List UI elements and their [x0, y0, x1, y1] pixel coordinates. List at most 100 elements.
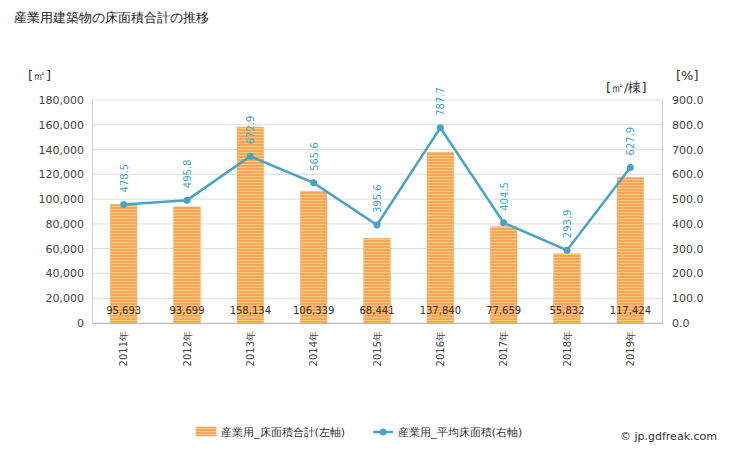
y2-tick-label: 900.0: [672, 94, 704, 107]
x-tick: 2012年: [182, 323, 193, 366]
bar: [237, 127, 264, 323]
y2-tick-label: 300.0: [672, 243, 704, 256]
bar-label: 137,840: [420, 305, 461, 316]
grid-line: [92, 149, 662, 150]
line-marker: [500, 219, 507, 226]
line-marker: [564, 247, 571, 254]
x-tick: 2016年: [435, 323, 446, 366]
line-marker: [310, 179, 317, 186]
y-tick: 20,000: [46, 292, 93, 305]
line-marker: [627, 164, 634, 171]
bar-label: 95,693: [106, 305, 141, 316]
line-label: 495.8: [182, 160, 193, 189]
x-axis: 2011年 2012年 2013年 2014年 2015年 2016年 2017年 2018年…: [93, 323, 663, 366]
y-tick: 80,000: [46, 218, 93, 231]
line-label: 395.6: [372, 184, 383, 213]
bar: [300, 191, 327, 323]
y-tick: 160,000: [39, 119, 93, 132]
y-tick-label: 120,000: [39, 168, 85, 181]
y-tick-label: 40,000: [46, 267, 85, 280]
bar: [427, 152, 454, 323]
x-axis-line: [93, 323, 663, 324]
y-axis: 0 20,000 40,000 60,000 80,000 100,000 120,000 1…: [39, 94, 93, 330]
y-tick-label: 20,000: [46, 292, 85, 305]
y2-tick-label: 800.0: [672, 119, 704, 132]
bar-label: 55,832: [550, 305, 585, 316]
bar-label: 106,339: [293, 305, 334, 316]
grid-line: [92, 124, 662, 125]
y2-tick: 600.0: [662, 168, 704, 181]
y2-tick: 200.0: [662, 267, 704, 280]
legend-label: 産業用_平均床面積(右軸): [398, 426, 522, 439]
y-tick-label: 0: [77, 317, 84, 330]
x-tick: 2011年: [118, 323, 129, 366]
y2-tick: 700.0: [662, 144, 704, 157]
x-tick-label: 2014年: [308, 331, 319, 366]
y2-tick-label: 0.0: [672, 317, 690, 330]
y2-tick: 900.0: [662, 94, 704, 107]
bar-label: 93,699: [170, 305, 205, 316]
line-label: 404.5: [499, 182, 510, 211]
bar: [617, 178, 644, 323]
y2-tick: 500.0: [662, 193, 704, 206]
y-tick-label: 100,000: [39, 193, 85, 206]
line-marker: [374, 221, 381, 228]
y2-tick: 400.0: [662, 218, 704, 231]
y2-tick: 300.0: [662, 243, 704, 256]
grid-line: [92, 100, 662, 101]
line-marker: [120, 201, 127, 208]
line: [124, 128, 631, 250]
y2-tick-label: 600.0: [672, 168, 704, 181]
y2-tick: 800.0: [662, 119, 704, 132]
y2-tick-label: 500.0: [672, 193, 704, 206]
bar-label: 158,134: [230, 305, 271, 316]
x-tick-label: 2015年: [372, 331, 383, 366]
y-axis-title: [㎡]: [28, 68, 51, 83]
y2-tick: 0.0: [662, 317, 690, 330]
y-tick: 120,000: [39, 168, 93, 181]
line-label: 627.9: [625, 127, 636, 156]
x-tick: 2013年: [245, 323, 256, 366]
bar-label: 77,659: [486, 305, 521, 316]
x-tick-label: 2012年: [182, 331, 193, 366]
x-tick-label: 2013年: [245, 331, 256, 366]
x-tick: 2014年: [308, 323, 319, 366]
y-tick-label: 60,000: [46, 243, 85, 256]
line-label: 787.7: [435, 87, 446, 116]
y2-tick: 100.0: [662, 292, 704, 305]
x-tick-label: 2016年: [435, 331, 446, 366]
x-tick: 2015年: [372, 323, 383, 366]
line-label: 478.5: [119, 164, 130, 193]
y-tick: 180,000: [39, 94, 93, 107]
y2-tick-label: 700.0: [672, 144, 704, 157]
y-tick-label: 140,000: [39, 144, 85, 157]
x-tick: 2019年: [625, 323, 636, 366]
x-tick-label: 2017年: [498, 331, 509, 366]
y-tick-label: 80,000: [46, 218, 85, 231]
y2-tick-label: 200.0: [672, 267, 704, 280]
y-tick: 140,000: [39, 144, 93, 157]
y2-tick-label: 400.0: [672, 218, 704, 231]
x-tick: 2017年: [498, 323, 509, 366]
legend: 産業用_床面積合計(左軸)産業用_平均床面積(右軸): [196, 426, 522, 439]
x-tick: 2018年: [562, 323, 573, 366]
y2-axis-unit: [%]: [676, 68, 699, 83]
y-tick: 60,000: [46, 243, 93, 256]
y-tick-label: 180,000: [39, 94, 85, 107]
plot-marks: [110, 124, 643, 323]
data-labels: 95,693 93,699 158,134 106,339 68,441 137,840 7…: [106, 87, 651, 316]
chart: 産業用建築物の床面積合計の推移020,00040,00060,00080,000…: [0, 0, 729, 450]
grid: [92, 100, 662, 323]
line-label: 672.9: [245, 116, 256, 145]
y-tick: 0: [77, 317, 92, 330]
bar-label: 117,424: [610, 305, 651, 316]
line-marker: [247, 153, 254, 160]
y-tick: 40,000: [46, 267, 93, 280]
y2-tick-label: 100.0: [672, 292, 704, 305]
line-marker: [184, 197, 191, 204]
legend-swatch: [196, 427, 216, 436]
bar-label: 68,441: [360, 305, 395, 316]
y-axis-line: [92, 101, 93, 324]
line-marker: [437, 124, 444, 131]
x-tick-label: 2018年: [562, 331, 573, 366]
